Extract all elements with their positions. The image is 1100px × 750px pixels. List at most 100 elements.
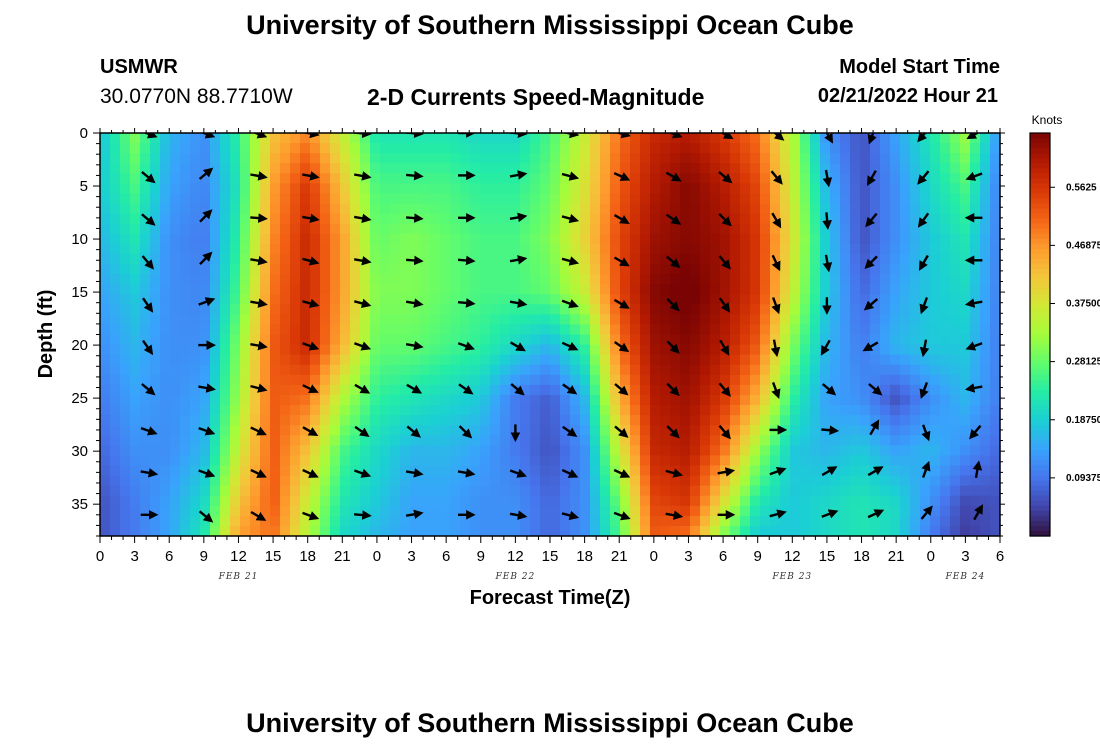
heatmap-cell: [270, 274, 281, 285]
colorbar-segment: [1030, 178, 1050, 184]
heatmap-cell: [260, 455, 271, 467]
heatmap-cell: [210, 445, 221, 456]
heatmap-cell: [690, 284, 701, 295]
heatmap-cell: [740, 354, 751, 366]
heatmap-cell: [510, 364, 521, 376]
heatmap-cell: [460, 143, 471, 154]
heatmap-cell: [940, 475, 951, 487]
heatmap-cell: [970, 243, 981, 255]
heatmap-cell: [990, 475, 1000, 487]
heatmap-cell: [500, 334, 511, 346]
current-vector-arrow: [250, 510, 267, 521]
heatmap-cell: [450, 223, 461, 235]
heatmap-cell: [540, 384, 551, 396]
heatmap-cell: [510, 243, 521, 255]
heatmap-cell: [190, 394, 201, 406]
heatmap-cell: [480, 274, 491, 285]
heatmap-cell: [710, 475, 721, 487]
heatmap-cell: [960, 354, 971, 366]
heatmap-cell: [370, 294, 381, 305]
heatmap-cell: [430, 213, 441, 225]
heatmap-cell: [330, 525, 341, 536]
heatmap-cell: [330, 274, 341, 285]
heatmap-cell: [630, 213, 641, 225]
heatmap-cell: [960, 475, 971, 487]
heatmap-cell: [990, 253, 1000, 265]
heatmap-cell: [730, 233, 741, 245]
heatmap-cell: [590, 183, 601, 195]
heatmap-cell: [320, 183, 331, 195]
heatmap-cell: [200, 364, 211, 376]
heatmap-cell: [440, 183, 451, 195]
heatmap-cell: [900, 334, 911, 346]
heatmap-cell: [340, 525, 351, 536]
heatmap-cell: [560, 173, 571, 184]
heatmap-cell: [360, 515, 371, 527]
colorbar-segment: [1030, 510, 1050, 517]
heatmap-cell: [220, 243, 231, 255]
heatmap-cell: [590, 425, 601, 436]
heatmap-cell: [860, 334, 871, 346]
heatmap-cell: [980, 183, 991, 195]
heatmap-cell: [970, 183, 981, 195]
heatmap-cell: [500, 133, 511, 144]
heatmap-cell: [550, 153, 561, 164]
heatmap-cell: [780, 334, 791, 346]
heatmap-cell: [840, 223, 851, 235]
heatmap-cell: [780, 354, 791, 366]
heatmap-cell: [800, 525, 811, 536]
heatmap-cell: [460, 505, 471, 517]
heatmap-cell: [830, 294, 841, 305]
heatmap-cell: [580, 435, 591, 446]
heatmap-cell: [790, 284, 801, 295]
heatmap-cell: [660, 415, 671, 426]
heatmap-cell: [710, 384, 721, 396]
heatmap-cell: [520, 394, 531, 406]
heatmap-cell: [350, 354, 361, 366]
heatmap-cell: [210, 364, 221, 376]
heatmap-cell: [630, 515, 641, 527]
heatmap-cell: [950, 193, 961, 205]
heatmap-cell: [610, 284, 621, 295]
heatmap-cell: [520, 344, 531, 356]
heatmap-cell: [210, 525, 221, 536]
heatmap-cell: [730, 405, 741, 416]
heatmap-cell: [120, 485, 131, 497]
heatmap-cell: [640, 223, 651, 235]
x-tick-label: 12: [507, 548, 524, 565]
current-vector-arrow: [614, 383, 629, 396]
heatmap-cell: [900, 465, 911, 477]
heatmap-cell: [240, 233, 251, 245]
heatmap-cell: [170, 304, 181, 315]
heatmap-cell: [440, 525, 451, 536]
heatmap-cell: [870, 153, 881, 164]
heatmap-cell: [970, 153, 981, 164]
heatmap-cell: [340, 223, 351, 235]
heatmap-cell: [400, 143, 411, 154]
heatmap-cell: [760, 405, 771, 416]
heatmap-cell: [700, 213, 711, 225]
heatmap-cell: [100, 485, 111, 497]
heatmap-cell: [660, 405, 671, 416]
heatmap-cell: [670, 284, 681, 295]
heatmap-cell: [350, 314, 361, 326]
heatmap-cell: [530, 405, 541, 416]
heatmap-cell: [360, 233, 371, 245]
heatmap-cell: [980, 334, 991, 346]
heatmap-cell: [450, 274, 461, 285]
heatmap-cell: [880, 384, 891, 396]
heatmap-cell: [270, 374, 281, 386]
heatmap-cell: [260, 405, 271, 416]
current-vector-arrow: [458, 425, 473, 439]
heatmap-cell: [660, 173, 671, 184]
heatmap-cell: [950, 213, 961, 225]
heatmap-cell: [180, 173, 191, 184]
heatmap-cell: [150, 274, 161, 285]
heatmap-cell: [490, 334, 501, 346]
heatmap-cell: [190, 263, 201, 275]
heatmap-cell: [250, 203, 261, 215]
heatmap-cell: [220, 334, 231, 346]
heatmap-cell: [370, 405, 381, 416]
heatmap-cell: [500, 425, 511, 436]
heatmap-cell: [530, 485, 541, 497]
